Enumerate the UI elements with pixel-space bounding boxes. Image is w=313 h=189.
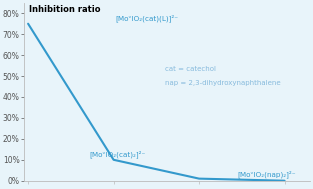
Text: nap = 2,3-dihydroxynaphthalene: nap = 2,3-dihydroxynaphthalene (165, 80, 280, 86)
Text: [MoᵛIO₂(nap)₂]²⁻: [MoᵛIO₂(nap)₂]²⁻ (238, 170, 296, 178)
Text: cat = catechol: cat = catechol (165, 66, 216, 72)
Text: Inhibition ratio: Inhibition ratio (29, 5, 100, 14)
Text: [MoᵛIO₂(cat)₂]²⁻: [MoᵛIO₂(cat)₂]²⁻ (90, 150, 146, 158)
Text: [MoᵛIO₂(cat)(L)]²⁻: [MoᵛIO₂(cat)(L)]²⁻ (115, 14, 178, 22)
